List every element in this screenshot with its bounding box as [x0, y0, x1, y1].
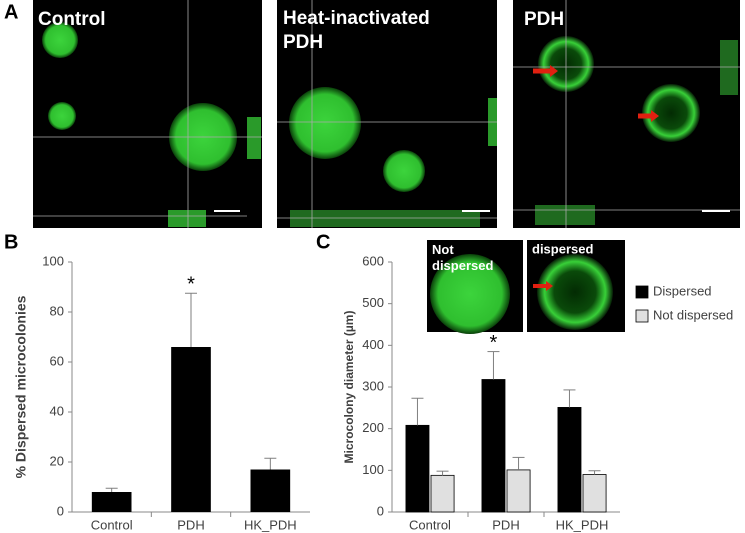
x-tick-label: HK_PDH — [244, 517, 297, 532]
significance-mark: * — [490, 332, 498, 354]
inset-title: Not dispersed — [432, 242, 494, 273]
bar — [582, 474, 607, 513]
bar — [91, 492, 132, 512]
bar — [557, 407, 582, 513]
bar — [506, 469, 531, 513]
inset-title-box: Not dispersed — [432, 242, 494, 273]
y-tick-label: 80 — [50, 303, 64, 318]
legend-swatch — [635, 285, 649, 299]
y-tick-label: 200 — [362, 420, 384, 435]
inset-image — [427, 240, 625, 334]
y-tick-label: 60 — [50, 353, 64, 368]
y-tick-label: 20 — [50, 453, 64, 468]
legend-label: Dispersed — [653, 283, 712, 298]
legend-label: Not dispersed — [653, 307, 733, 322]
y-tick-label: 500 — [362, 295, 384, 310]
y-tick-label: 40 — [50, 403, 64, 418]
micrograph — [33, 0, 262, 228]
panel-label: C — [316, 231, 330, 253]
y-tick-label: 0 — [57, 503, 64, 518]
image-title: Heat-inactivated PDH — [283, 8, 430, 53]
y-tick-label: 400 — [362, 337, 384, 352]
micrograph — [277, 0, 497, 228]
y-axis-label: % Dispersed microcolonies — [13, 295, 29, 478]
y-tick-label: 300 — [362, 378, 384, 393]
y-tick-label: 600 — [362, 253, 384, 268]
micrograph — [513, 0, 740, 228]
y-tick-label: 100 — [42, 253, 64, 268]
legend-swatch — [635, 309, 649, 323]
bar — [481, 379, 506, 513]
x-tick-label: Control — [91, 517, 133, 532]
y-tick-label: 0 — [377, 503, 384, 518]
significance-mark: * — [187, 274, 195, 296]
inset-title: dispersed — [532, 241, 593, 256]
x-tick-label: PDH — [177, 517, 204, 532]
bar — [250, 469, 291, 512]
bar — [405, 424, 430, 513]
y-axis-label: Microcolony diameter (µm) — [342, 311, 356, 464]
bar — [171, 347, 211, 512]
panel-label: A — [4, 1, 18, 23]
x-tick-label: PDH — [492, 517, 519, 532]
bar — [430, 474, 455, 513]
x-tick-label: HK_PDH — [556, 517, 609, 532]
y-tick-label: 100 — [362, 462, 384, 477]
panel-label: B — [4, 231, 18, 253]
x-tick-label: Control — [409, 517, 451, 532]
image-title: Control — [38, 9, 106, 30]
image-title-box: Heat-inactivated PDH — [283, 8, 430, 53]
image-title: PDH — [524, 9, 564, 30]
